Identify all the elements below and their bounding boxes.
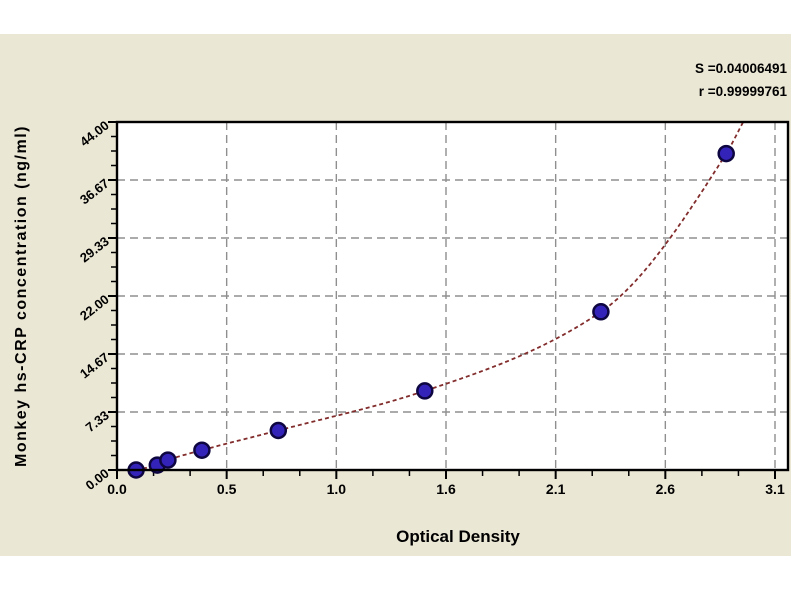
fit-curve: [135, 121, 744, 471]
data-point-marker: [717, 144, 735, 163]
x-tick-label: 1.6: [436, 481, 456, 497]
gridlines: [117, 122, 788, 470]
data-point-marker: [416, 382, 434, 400]
data-point-marker: [159, 451, 177, 469]
y-axis-title: Monkey hs-CRP concentration (ng/ml): [13, 125, 30, 467]
x-tick-label: 3.1: [765, 481, 785, 497]
data-point-marker: [592, 303, 610, 321]
x-tick-label: 2.1: [546, 481, 566, 497]
data-point-marker: [193, 441, 211, 459]
plot-area-background: [117, 122, 788, 470]
stat-r-value: r =0.99999761: [699, 84, 788, 99]
stat-s-value: S =0.04006491: [695, 61, 787, 76]
x-tick-labels: 0.0 0.5 1.0 1.6 2.1 2.6 3.1: [107, 481, 785, 497]
axis-ticks: [108, 121, 776, 479]
x-tick-label: 1.0: [327, 481, 347, 497]
x-tick-label: 0.0: [107, 481, 127, 497]
data-point-marker: [269, 421, 288, 440]
x-tick-label: 2.6: [656, 481, 676, 497]
plot-frame: [115, 120, 790, 472]
x-tick-label: 0.5: [217, 481, 237, 497]
x-axis-title: Optical Density: [396, 527, 520, 546]
